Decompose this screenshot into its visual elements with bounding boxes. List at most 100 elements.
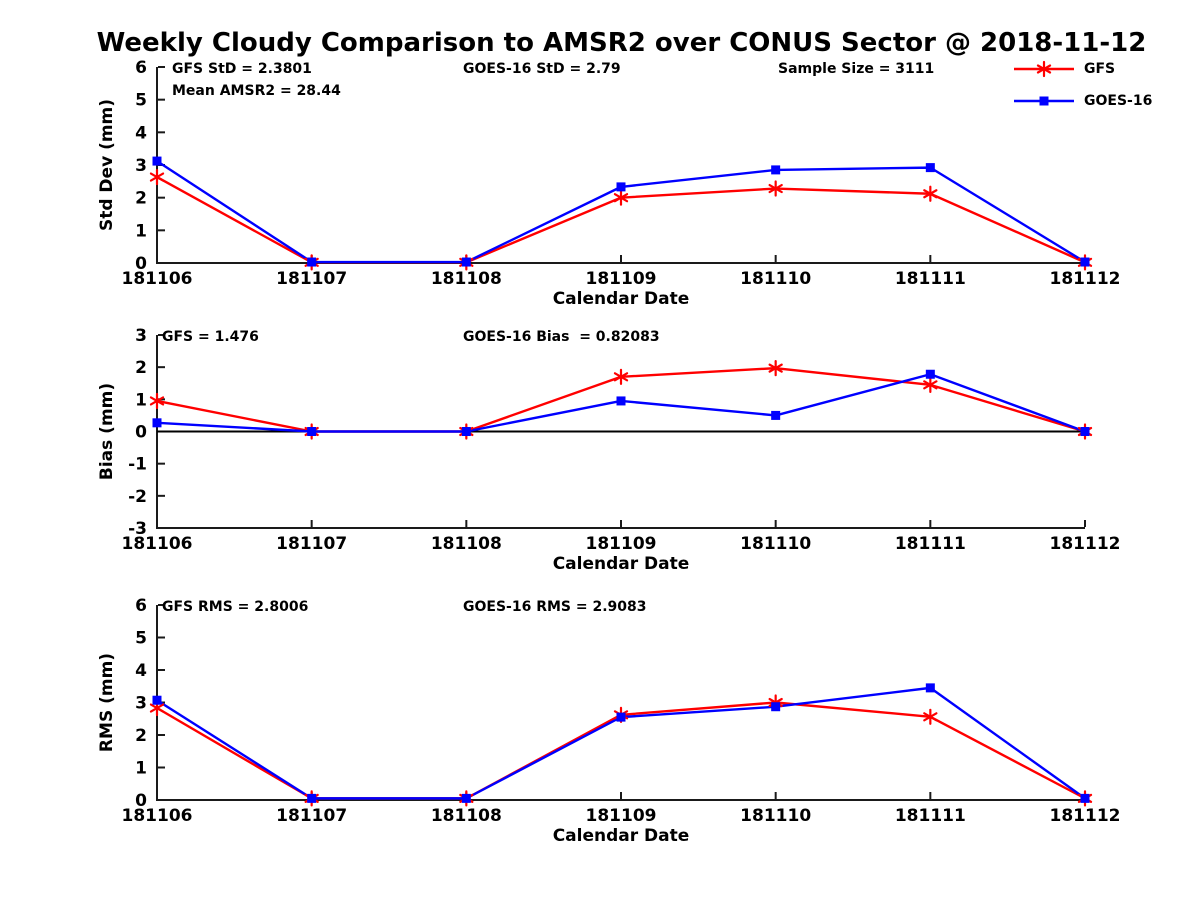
annotation: GFS RMS = 2.8006 bbox=[162, 599, 308, 615]
chart-rms-mm: 0 1 2 3 4 5 6 181106 181107 181108 181109 181110 181… bbox=[97, 596, 1120, 846]
y-tick-label: 2 bbox=[135, 726, 147, 746]
y-axis-label: RMS (mm) bbox=[97, 653, 117, 752]
goes16-marker bbox=[616, 396, 626, 406]
x-tick-label: 181112 bbox=[1050, 806, 1121, 826]
x-tick-label: 181111 bbox=[895, 534, 966, 554]
goes16-marker bbox=[925, 683, 935, 693]
gfs-marker bbox=[149, 392, 165, 410]
x-tick-label: 181112 bbox=[1050, 269, 1121, 289]
annotation: Sample Size = 3111 bbox=[778, 61, 934, 77]
y-tick-label: -1 bbox=[128, 455, 147, 475]
y-tick-label: 1 bbox=[135, 759, 147, 779]
annotation: GFS StD = 2.3801 bbox=[172, 61, 312, 77]
x-tick-label: 181108 bbox=[431, 806, 502, 826]
goes16-marker bbox=[771, 165, 781, 175]
x-tick-label: 181111 bbox=[895, 806, 966, 826]
y-tick-label: 3 bbox=[135, 156, 147, 176]
legend-label-gfs: GFS bbox=[1084, 61, 1116, 77]
figure-title: Weekly Cloudy Comparison to AMSR2 over C… bbox=[96, 28, 1147, 58]
x-axis-label: Calendar Date bbox=[553, 554, 690, 574]
gfs-marker bbox=[613, 189, 629, 206]
x-tick-label: 181109 bbox=[586, 534, 657, 554]
x-tick-label: 181106 bbox=[122, 534, 193, 554]
goes16-marker bbox=[152, 156, 162, 166]
y-tick-label: 1 bbox=[135, 390, 147, 410]
goes16-marker bbox=[152, 695, 162, 705]
goes16-marker bbox=[771, 410, 781, 420]
x-tick-label: 181111 bbox=[895, 269, 966, 289]
annotation: GOES-16 Bias = 0.82083 bbox=[463, 329, 660, 345]
y-tick-label: 1 bbox=[135, 221, 147, 241]
y-tick-label: 5 bbox=[135, 91, 147, 111]
goes16-line-square-icon bbox=[1014, 96, 1074, 106]
goes16-marker bbox=[307, 793, 317, 803]
goes16-marker bbox=[307, 257, 317, 267]
gfs-marker bbox=[768, 360, 783, 377]
chart-bias-mm: -3 -2 -1 0 1 2 3 181106 181107 181108 181109 181110… bbox=[97, 326, 1120, 574]
gfs-marker bbox=[923, 708, 938, 725]
goes16-marker bbox=[307, 427, 317, 436]
gfs-marker bbox=[149, 168, 165, 186]
chart-std-dev-mm: 0 1 2 3 4 5 6 181106 181107 181108 181109 181110 181… bbox=[97, 58, 1120, 309]
y-tick-label: 0 bbox=[135, 254, 147, 274]
y-tick-label: -2 bbox=[128, 487, 147, 507]
x-tick-label: 181110 bbox=[740, 534, 811, 554]
annotation: GOES-16 StD = 2.79 bbox=[463, 61, 621, 77]
x-tick-label: 181107 bbox=[276, 269, 347, 289]
gfs-marker bbox=[923, 185, 938, 202]
gfs-marker bbox=[923, 376, 938, 393]
gfs-marker bbox=[768, 180, 783, 197]
x-tick-label: 181110 bbox=[740, 806, 811, 826]
gfs-marker bbox=[613, 368, 629, 385]
y-tick-label: 0 bbox=[135, 423, 147, 443]
x-axis-label: Calendar Date bbox=[553, 826, 690, 846]
goes16-marker bbox=[1080, 257, 1090, 267]
goes16-marker bbox=[152, 418, 162, 428]
legend-entry-gfs: GFS bbox=[1012, 60, 1152, 78]
y-axis-label: Std Dev (mm) bbox=[97, 99, 117, 231]
goes16-marker bbox=[616, 182, 626, 192]
y-tick-label: 6 bbox=[135, 596, 147, 616]
legend: GFS GOES-16 bbox=[1012, 60, 1152, 110]
x-tick-label: 181109 bbox=[586, 269, 657, 289]
goes16-marker bbox=[1080, 793, 1090, 803]
x-tick-label: 181112 bbox=[1050, 534, 1121, 554]
goes16-marker bbox=[925, 369, 935, 379]
legend-label-goes16: GOES-16 bbox=[1084, 93, 1153, 109]
y-tick-label: 4 bbox=[135, 661, 147, 681]
x-tick-label: 181108 bbox=[431, 534, 502, 554]
x-axis-label: Calendar Date bbox=[553, 289, 690, 309]
y-axis-label: Bias (mm) bbox=[97, 383, 117, 480]
x-tick-label: 181106 bbox=[122, 269, 193, 289]
x-tick-label: 181108 bbox=[431, 269, 502, 289]
goes16-marker bbox=[925, 163, 935, 173]
y-tick-label: 4 bbox=[135, 123, 147, 143]
y-tick-label: 6 bbox=[135, 58, 147, 78]
annotation: GOES-16 RMS = 2.9083 bbox=[463, 599, 647, 615]
x-tick-label: 181110 bbox=[740, 269, 811, 289]
goes16-series-line bbox=[155, 159, 1087, 264]
y-tick-label: -3 bbox=[128, 519, 147, 539]
annotation: Mean AMSR2 = 28.44 bbox=[172, 83, 341, 99]
y-tick-label: 0 bbox=[135, 791, 147, 811]
goes16-marker bbox=[771, 702, 781, 712]
gfs-line-asterisk-icon bbox=[1014, 60, 1074, 78]
y-tick-label: 2 bbox=[135, 358, 147, 378]
y-tick-label: 3 bbox=[135, 694, 147, 714]
goes16-series-line bbox=[155, 686, 1087, 800]
goes16-marker bbox=[616, 712, 626, 722]
y-tick-label: 3 bbox=[135, 326, 147, 346]
legend-entry-goes16: GOES-16 bbox=[1012, 92, 1152, 110]
goes16-marker bbox=[461, 793, 471, 803]
x-tick-label: 181107 bbox=[276, 806, 347, 826]
y-tick-label: 2 bbox=[135, 189, 147, 209]
annotation: GFS = 1.476 bbox=[162, 329, 259, 345]
x-tick-label: 181106 bbox=[122, 806, 193, 826]
goes16-marker bbox=[461, 257, 471, 267]
x-tick-label: 181107 bbox=[276, 534, 347, 554]
goes16-marker bbox=[461, 427, 471, 436]
goes16-marker bbox=[1080, 427, 1090, 436]
y-tick-label: 5 bbox=[135, 629, 147, 649]
